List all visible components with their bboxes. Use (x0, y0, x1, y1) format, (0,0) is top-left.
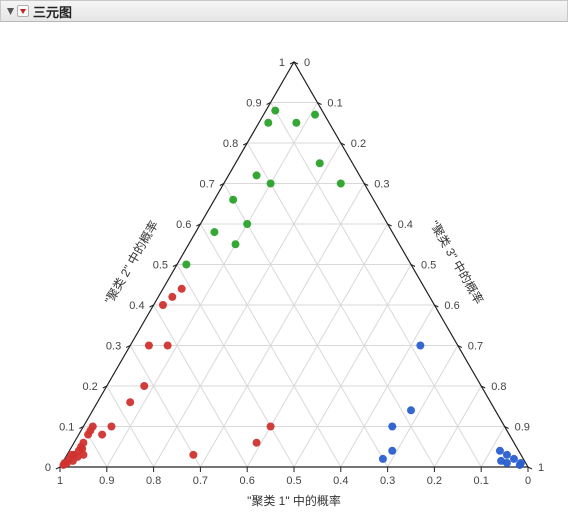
left-tick-label: 0.7 (200, 179, 215, 191)
data-point[interactable] (267, 423, 275, 431)
disclosure-triangle-icon[interactable] (5, 6, 15, 16)
data-point[interactable] (145, 342, 153, 350)
data-point[interactable] (229, 196, 237, 204)
data-point[interactable] (140, 382, 148, 390)
data-point[interactable] (107, 423, 115, 431)
right-tick-label: 0.6 (444, 300, 459, 312)
data-point[interactable] (164, 342, 172, 350)
bottom-tick-label: 0.5 (286, 475, 301, 487)
left-tick-label: 1 (279, 57, 285, 69)
data-point[interactable] (416, 342, 424, 350)
data-point[interactable] (89, 423, 97, 431)
bottom-tick-label: 0.1 (474, 475, 489, 487)
bottom-tick-label: 0.2 (427, 475, 442, 487)
data-point[interactable] (497, 457, 505, 465)
data-point[interactable] (182, 261, 190, 269)
data-point[interactable] (98, 431, 106, 439)
ternary-panel: 三元图 1 0.9 0.8 0.7 0.6 0.5 0.4 0.3 0.2 0.1 0 0 0.1 0.2… (0, 0, 568, 515)
data-point[interactable] (388, 447, 396, 455)
data-point[interactable] (253, 171, 261, 179)
data-point[interactable] (496, 447, 504, 455)
left-tick-label: 0.1 (59, 422, 74, 434)
data-point[interactable] (516, 461, 524, 469)
data-point[interactable] (316, 159, 324, 167)
right-tick-label: 0.9 (515, 422, 530, 434)
data-point[interactable] (126, 398, 134, 406)
left-tick-label: 0.8 (223, 138, 238, 150)
right-tick-label: 1 (538, 462, 544, 474)
right-tick-label: 0.5 (421, 260, 436, 272)
panel-header[interactable]: 三元图 (0, 0, 568, 22)
bottom-tick-label: 0.4 (333, 475, 348, 487)
data-point[interactable] (189, 451, 197, 459)
data-point[interactable] (159, 301, 167, 309)
left-tick-label: 0.2 (83, 381, 98, 393)
left-tick-label: 0.6 (176, 219, 191, 231)
ternary-chart: 1 0.9 0.8 0.7 0.6 0.5 0.4 0.3 0.2 0.1 0 0 0.1 0.2 0.3 0… (0, 22, 568, 515)
data-point[interactable] (264, 119, 272, 127)
left-tick-label: 0.4 (129, 300, 144, 312)
data-point[interactable] (232, 240, 240, 248)
right-tick-label: 0.2 (351, 138, 366, 150)
data-point[interactable] (503, 451, 511, 459)
data-point[interactable] (311, 111, 319, 119)
data-point[interactable] (510, 455, 518, 463)
right-tick-label: 0.3 (374, 179, 389, 191)
bottom-tick-label: 0.6 (240, 475, 255, 487)
data-point[interactable] (253, 439, 261, 447)
data-point[interactable] (292, 119, 300, 127)
bottom-tick-label: 0.9 (99, 475, 114, 487)
bottom-axis-label: "聚类 1" 中的概率 (247, 493, 341, 508)
data-point[interactable] (388, 423, 396, 431)
data-point[interactable] (243, 220, 251, 228)
right-tick-label: 0 (304, 57, 310, 69)
bottom-tick-label: 0.8 (146, 475, 161, 487)
data-point[interactable] (267, 180, 275, 188)
left-tick-label: 0 (45, 462, 51, 474)
data-point[interactable] (407, 406, 415, 414)
right-tick-label: 0.1 (327, 98, 342, 110)
data-point[interactable] (210, 228, 218, 236)
left-tick-label: 0.3 (106, 341, 121, 353)
bottom-tick-label: 0 (525, 475, 531, 487)
bottom-tick-label: 0.3 (380, 475, 395, 487)
data-point[interactable] (168, 293, 176, 301)
right-tick-label: 0.4 (398, 219, 413, 231)
right-tick-label: 0.7 (468, 341, 483, 353)
panel-title: 三元图 (33, 2, 72, 21)
left-tick-label: 0.5 (153, 260, 168, 272)
bottom-tick-label: 1 (57, 475, 63, 487)
data-point[interactable] (178, 285, 186, 293)
right-tick-label: 0.8 (491, 381, 506, 393)
dropdown-menu-icon[interactable] (17, 5, 29, 17)
data-point[interactable] (379, 455, 387, 463)
left-tick-label: 0.9 (246, 98, 261, 110)
data-point[interactable] (271, 107, 279, 115)
bottom-tick-label: 0.7 (193, 475, 208, 487)
data-point[interactable] (78, 445, 86, 453)
data-point[interactable] (337, 180, 345, 188)
